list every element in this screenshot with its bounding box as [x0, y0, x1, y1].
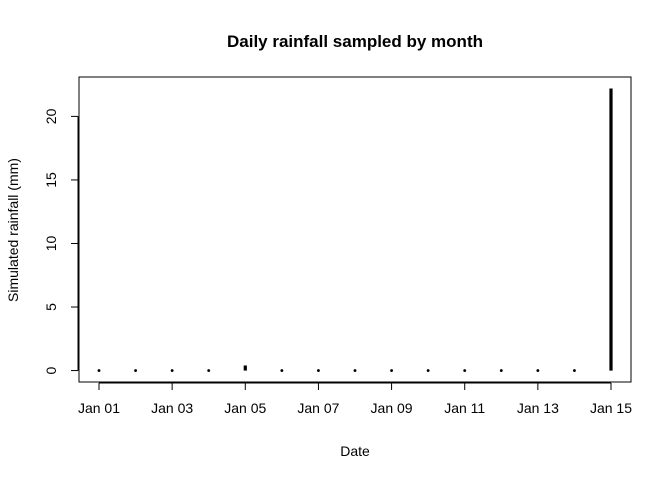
rainfall-point	[353, 369, 357, 372]
y-tick-label: 15	[43, 172, 59, 188]
rainfall-point	[536, 369, 540, 372]
plot-frame	[78, 76, 632, 383]
x-tick-label: Jan 11	[444, 400, 485, 416]
y-tick-label: 0	[43, 366, 59, 374]
rainfall-point	[170, 369, 174, 372]
y-axis-label: Simulated rainfall (mm)	[5, 158, 21, 302]
x-tick-label: Jan 03	[151, 400, 193, 416]
y-tick-label: 5	[43, 303, 59, 311]
y-tick-label: 10	[43, 235, 59, 251]
x-tick-label: Jan 05	[224, 400, 266, 416]
rainfall-point	[97, 369, 101, 372]
rainfall-point	[390, 369, 393, 372]
rainfall-point	[573, 369, 576, 372]
y-tick-label: 20	[43, 108, 59, 124]
x-tick-label: Jan 15	[590, 400, 632, 416]
rainfall-point	[463, 369, 467, 372]
y-axis: 0 5 10 15 20	[43, 108, 79, 374]
rainfall-point	[134, 369, 137, 372]
x-axis: Jan 01 Jan 03 Jan 05 Jan 07 Jan 09 Jan 11 Jan …	[78, 382, 632, 416]
rainfall-point	[280, 369, 284, 372]
rainfall-point	[317, 369, 320, 372]
x-tick-label: Jan 07	[297, 400, 339, 416]
chart-title: Daily rainfall sampled by month	[227, 32, 483, 51]
x-tick-label: Jan 09	[371, 400, 413, 416]
x-tick-label: Jan 01	[78, 400, 120, 416]
rainfall-point	[499, 369, 503, 372]
rainfall-point	[426, 369, 430, 372]
x-tick-label: Jan 13	[517, 400, 559, 416]
x-axis-label: Date	[340, 443, 370, 459]
rainfall-point	[207, 369, 211, 372]
data-bars	[97, 88, 613, 372]
